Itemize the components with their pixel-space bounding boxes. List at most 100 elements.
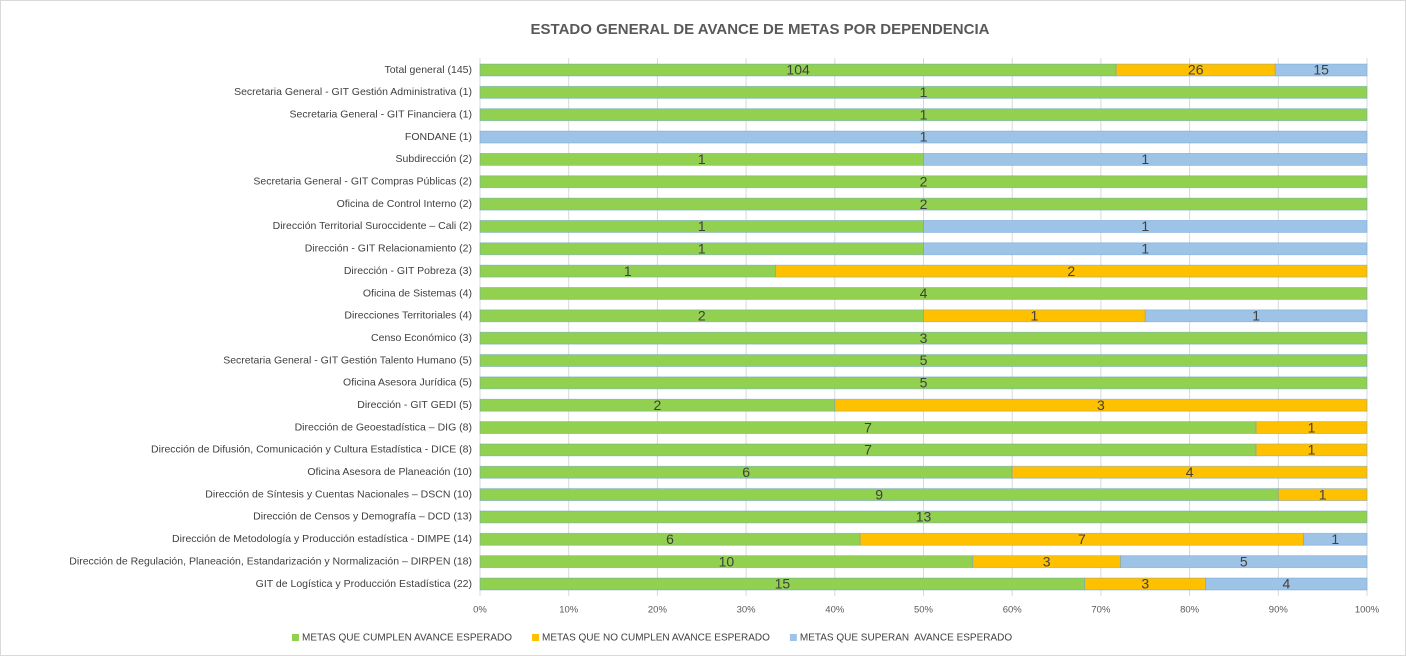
legend-label: METAS QUE NO CUMPLEN AVANCE ESPERADO — [542, 633, 770, 644]
data-label: 3 — [1141, 576, 1149, 592]
bar-segment — [479, 130, 1368, 144]
y-tick-label: Dirección de Censos y Demografía – DCD (… — [253, 511, 472, 523]
x-tick-label: 70% — [1091, 605, 1111, 616]
data-label: 2 — [698, 308, 706, 324]
data-label: 26 — [1188, 62, 1204, 78]
y-tick-label: Secretaria General - GIT Financiera (1) — [290, 108, 472, 120]
data-label: 5 — [1240, 553, 1248, 569]
data-label: 5 — [920, 375, 928, 391]
data-label: 1 — [1030, 308, 1038, 324]
x-tick-label: 0% — [473, 605, 487, 616]
legend-swatch — [789, 634, 797, 641]
data-label: 7 — [1078, 531, 1086, 547]
data-label: 1 — [920, 106, 928, 122]
data-label: 6 — [666, 531, 674, 547]
y-tick-label: Direcciones Territoriales (4) — [344, 310, 472, 322]
data-label: 3 — [920, 330, 928, 346]
bar-segment — [479, 108, 1368, 122]
x-tick-label: 20% — [648, 605, 668, 616]
x-tick-label: 40% — [825, 605, 845, 616]
x-tick-label: 30% — [737, 605, 757, 616]
x-tick-label: 100% — [1355, 605, 1380, 616]
data-label: 2 — [920, 173, 928, 189]
y-tick-label: Dirección de Metodología y Producción es… — [172, 533, 472, 545]
y-tick-label: Dirección de Regulación, Planeación, Est… — [69, 555, 472, 567]
y-tick-label: Oficina de Control Interno (2) — [337, 198, 472, 210]
data-label: 1 — [698, 218, 706, 234]
bar-segment — [1274, 63, 1368, 77]
data-label: 1 — [920, 84, 928, 100]
bar-segment — [479, 175, 1368, 189]
data-label: 13 — [916, 509, 932, 525]
data-label: 7 — [864, 419, 872, 435]
data-label: 1 — [1331, 531, 1339, 547]
data-label: 3 — [1097, 397, 1105, 413]
bar-segment — [479, 331, 1368, 345]
bar-segment — [1255, 443, 1368, 457]
bar-segment — [1011, 465, 1368, 479]
bar-segment — [923, 242, 1368, 256]
x-tick-label: 50% — [914, 605, 934, 616]
y-tick-label: Dirección de Geoestadística – DIG (8) — [295, 421, 472, 433]
bar-segment — [1120, 555, 1368, 569]
bar-segment — [834, 398, 1368, 412]
y-tick-label: FONDANE (1) — [405, 131, 472, 143]
bar-segment — [479, 354, 1368, 367]
data-label: 6 — [742, 464, 750, 480]
y-tick-label: Secretaria General - GIT Gestión Adminis… — [234, 86, 472, 98]
bar-segment — [479, 376, 1368, 390]
data-label: 1 — [698, 240, 706, 256]
y-tick-label: Dirección de Difusión, Comunicación y Cu… — [151, 444, 472, 456]
bar-segment — [479, 85, 1368, 99]
data-label: 10 — [719, 553, 735, 569]
data-label: 1 — [1308, 419, 1316, 435]
bar-segment — [1144, 309, 1368, 323]
y-tick-label: Dirección - GIT Pobreza (3) — [344, 265, 472, 277]
legend-label: METAS QUE CUMPLEN AVANCE ESPERADO — [302, 633, 512, 644]
y-tick-label: Dirección - GIT GEDI (5) — [357, 399, 472, 411]
data-label: 2 — [1067, 263, 1075, 279]
data-label: 4 — [920, 285, 928, 301]
data-label: 7 — [864, 442, 872, 458]
bar-segment — [1303, 532, 1368, 546]
data-label: 1 — [920, 129, 928, 145]
bar-segment — [1205, 577, 1368, 591]
bar-segment — [923, 220, 1368, 233]
data-label: 5 — [920, 352, 928, 368]
data-label: 1 — [698, 151, 706, 167]
x-tick-label: 90% — [1269, 605, 1289, 616]
bar-segment — [479, 197, 1368, 211]
y-tick-label: Dirección - GIT Relacionamiento (2) — [305, 243, 472, 255]
data-label: 2 — [654, 397, 662, 413]
data-label: 1 — [1252, 308, 1260, 324]
y-tick-label: Oficina Asesora de Planeación (10) — [307, 466, 472, 478]
y-tick-label: GIT de Logística y Producción Estadístic… — [256, 578, 472, 590]
data-label: 4 — [1282, 576, 1290, 592]
bar-segment — [479, 287, 1368, 300]
x-tick-label: 10% — [559, 605, 579, 616]
data-label: 1 — [1319, 486, 1327, 502]
y-tick-label: Oficina de Sistemas (4) — [363, 287, 472, 299]
data-label: 9 — [875, 486, 883, 502]
legend-label: METAS QUE SUPERAN AVANCE ESPERADO — [800, 633, 1012, 644]
bar-segment — [1277, 488, 1368, 502]
data-label: 4 — [1186, 464, 1194, 480]
y-tick-label: Dirección de Síntesis y Cuentas Nacional… — [205, 488, 472, 500]
x-tick-label: 60% — [1003, 605, 1023, 616]
bar-segment — [1255, 421, 1368, 434]
legend-swatch — [292, 634, 299, 641]
y-tick-label: Subdirección (2) — [396, 153, 472, 165]
y-tick-label: Oficina Asesora Jurídica (5) — [343, 377, 472, 389]
bar-segment — [775, 264, 1368, 278]
y-tick-label: Censo Económico (3) — [371, 332, 472, 344]
y-tick-label: Total general (145) — [384, 64, 472, 76]
data-label: 1 — [1141, 151, 1149, 167]
bar-segment — [923, 152, 1368, 166]
y-tick-label: Secretaria General - GIT Gestión Talento… — [223, 354, 472, 366]
data-label: 15 — [1313, 62, 1329, 78]
data-label: 3 — [1043, 553, 1051, 569]
legend-swatch — [532, 634, 540, 641]
x-tick-label: 80% — [1180, 605, 1200, 616]
data-label: 104 — [786, 62, 810, 78]
